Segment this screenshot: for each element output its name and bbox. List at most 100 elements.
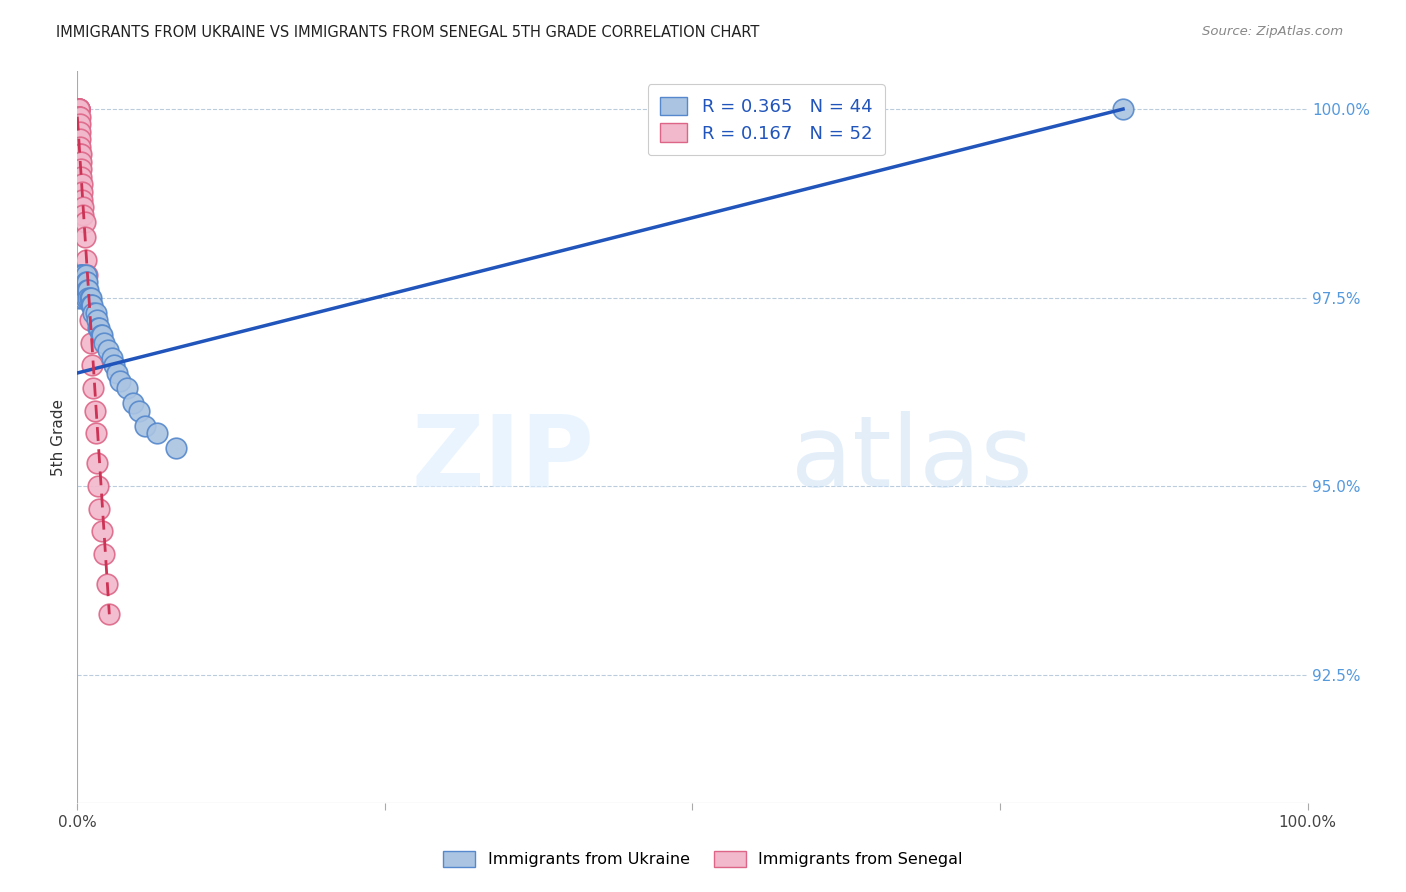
Point [115, 381, 138, 395]
Point [101, 351, 124, 365]
Point [70, 268, 93, 282]
Point [67, 102, 90, 116]
Point [82, 298, 104, 312]
Point [87, 320, 110, 334]
Point [82, 381, 104, 395]
Point [72, 208, 94, 222]
Legend: R = 0.365   N = 44, R = 0.167   N = 52: R = 0.365 N = 44, R = 0.167 N = 52 [648, 84, 884, 155]
Point [128, 403, 150, 417]
Point [69, 162, 91, 177]
Point [67, 117, 90, 131]
Point [110, 374, 132, 388]
Point [69, 154, 91, 169]
Point [75, 283, 97, 297]
Point [70, 162, 93, 177]
Point [79, 313, 101, 327]
Point [69, 117, 91, 131]
Point [69, 147, 91, 161]
Point [67, 110, 90, 124]
Point [75, 291, 97, 305]
Point [70, 283, 93, 297]
Point [105, 366, 128, 380]
Point [134, 418, 156, 433]
Point [1112, 102, 1135, 116]
Text: atlas: atlas [792, 410, 1032, 508]
Text: ZIP: ZIP [411, 410, 595, 508]
Point [67, 140, 90, 154]
Point [98, 607, 121, 622]
Point [97, 343, 120, 358]
Y-axis label: 5th Grade: 5th Grade [51, 399, 66, 475]
Point [67, 110, 90, 124]
Point [69, 125, 91, 139]
Legend: Immigrants from Ukraine, Immigrants from Senegal: Immigrants from Ukraine, Immigrants from… [434, 843, 972, 875]
Point [76, 283, 98, 297]
Point [146, 426, 169, 441]
Point [70, 276, 93, 290]
Point [86, 457, 108, 471]
Point [76, 268, 98, 282]
Point [84, 426, 107, 441]
Point [69, 110, 91, 124]
Point [72, 291, 94, 305]
Point [73, 230, 96, 244]
Point [67, 110, 90, 124]
Point [90, 524, 114, 539]
Point [67, 102, 90, 116]
Text: IMMIGRANTS FROM UKRAINE VS IMMIGRANTS FROM SENEGAL 5TH GRADE CORRELATION CHART: IMMIGRANTS FROM UKRAINE VS IMMIGRANTS FR… [56, 25, 759, 40]
Point [70, 193, 93, 207]
Point [69, 132, 91, 146]
Point [96, 577, 118, 591]
Point [67, 102, 90, 116]
Point [93, 547, 115, 561]
Point [83, 403, 105, 417]
Point [86, 313, 108, 327]
Point [67, 132, 90, 146]
Point [89, 501, 111, 516]
Point [70, 276, 93, 290]
Point [76, 276, 98, 290]
Point [93, 335, 115, 350]
Point [84, 306, 107, 320]
Point [69, 140, 91, 154]
Point [70, 178, 93, 192]
Point [80, 298, 103, 312]
Point [79, 291, 101, 305]
Point [67, 147, 90, 161]
Point [87, 479, 110, 493]
Point [75, 268, 97, 282]
Point [67, 102, 90, 116]
Point [67, 102, 90, 116]
Point [72, 268, 94, 282]
Point [67, 291, 90, 305]
Point [70, 185, 93, 199]
Point [70, 169, 93, 184]
Text: Source: ZipAtlas.com: Source: ZipAtlas.com [1202, 25, 1343, 38]
Point [69, 268, 91, 282]
Point [70, 283, 93, 297]
Point [82, 306, 104, 320]
Point [75, 252, 97, 267]
Point [90, 328, 112, 343]
Point [70, 154, 93, 169]
Point [67, 117, 90, 131]
Point [67, 132, 90, 146]
Point [70, 147, 93, 161]
Point [89, 320, 111, 334]
Point [67, 102, 90, 116]
Point [80, 335, 103, 350]
Point [73, 283, 96, 297]
Point [70, 268, 93, 282]
Point [165, 442, 187, 456]
Point [77, 283, 100, 297]
Point [67, 125, 90, 139]
Point [121, 396, 143, 410]
Point [67, 125, 90, 139]
Point [72, 200, 94, 214]
Point [80, 291, 103, 305]
Point [73, 215, 96, 229]
Point [77, 291, 100, 305]
Point [72, 276, 94, 290]
Point [103, 359, 125, 373]
Point [82, 359, 104, 373]
